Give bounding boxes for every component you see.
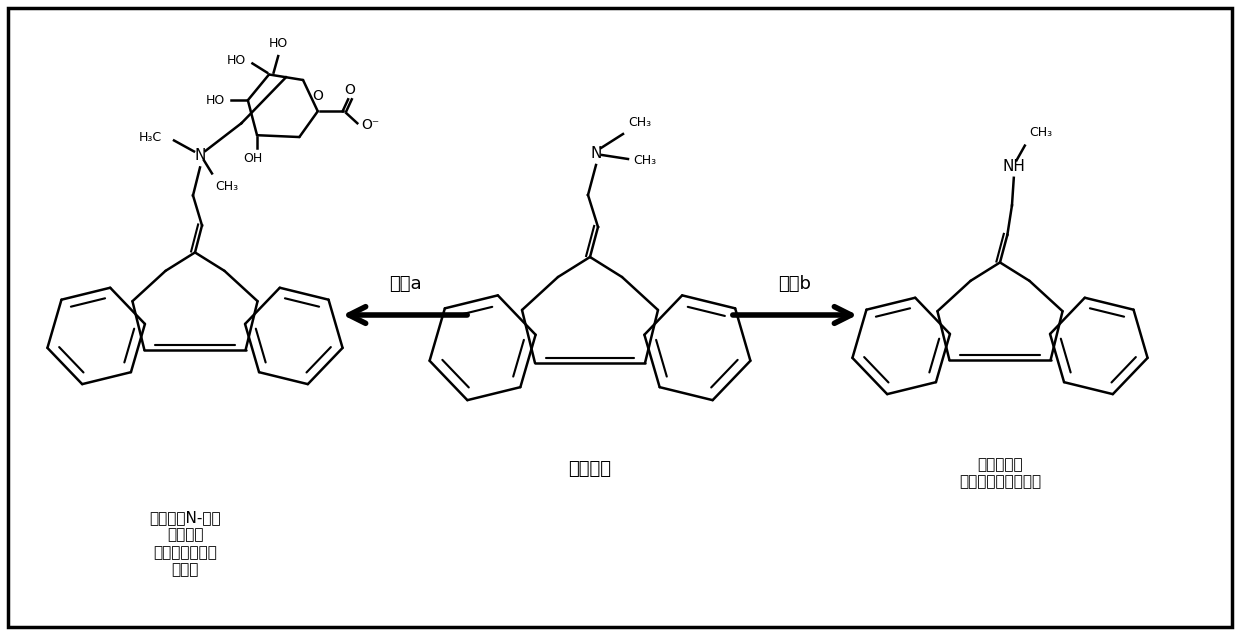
Text: 环苯扎林N-葡萄
糖醒酸苷
（快速排出，非
活性）: 环苯扎林N-葡萄 糖醒酸苷 （快速排出，非 活性） [149,510,221,577]
Text: 途径a: 途径a [388,275,422,293]
Text: NH: NH [1002,159,1025,174]
Text: O⁻: O⁻ [361,118,379,132]
Text: HO: HO [206,94,224,107]
Text: N: N [590,145,601,161]
Text: HO: HO [269,37,288,50]
Text: CH₃: CH₃ [627,116,651,129]
Text: 环苯扎林: 环苯扎林 [568,460,611,478]
Text: 非环苯扎林
（缓慢代谢，活性）: 非环苯扎林 （缓慢代谢，活性） [959,457,1042,490]
Text: O: O [312,89,324,103]
Text: H₃C: H₃C [139,131,162,144]
Text: 途径b: 途径b [779,275,811,293]
Text: CH₃: CH₃ [215,180,238,194]
Text: N: N [195,148,206,163]
Text: CH₃: CH₃ [632,154,656,168]
Text: CH₃: CH₃ [1029,126,1053,139]
Text: O: O [345,83,356,98]
Text: OH: OH [243,152,262,164]
Text: HO: HO [227,54,246,67]
